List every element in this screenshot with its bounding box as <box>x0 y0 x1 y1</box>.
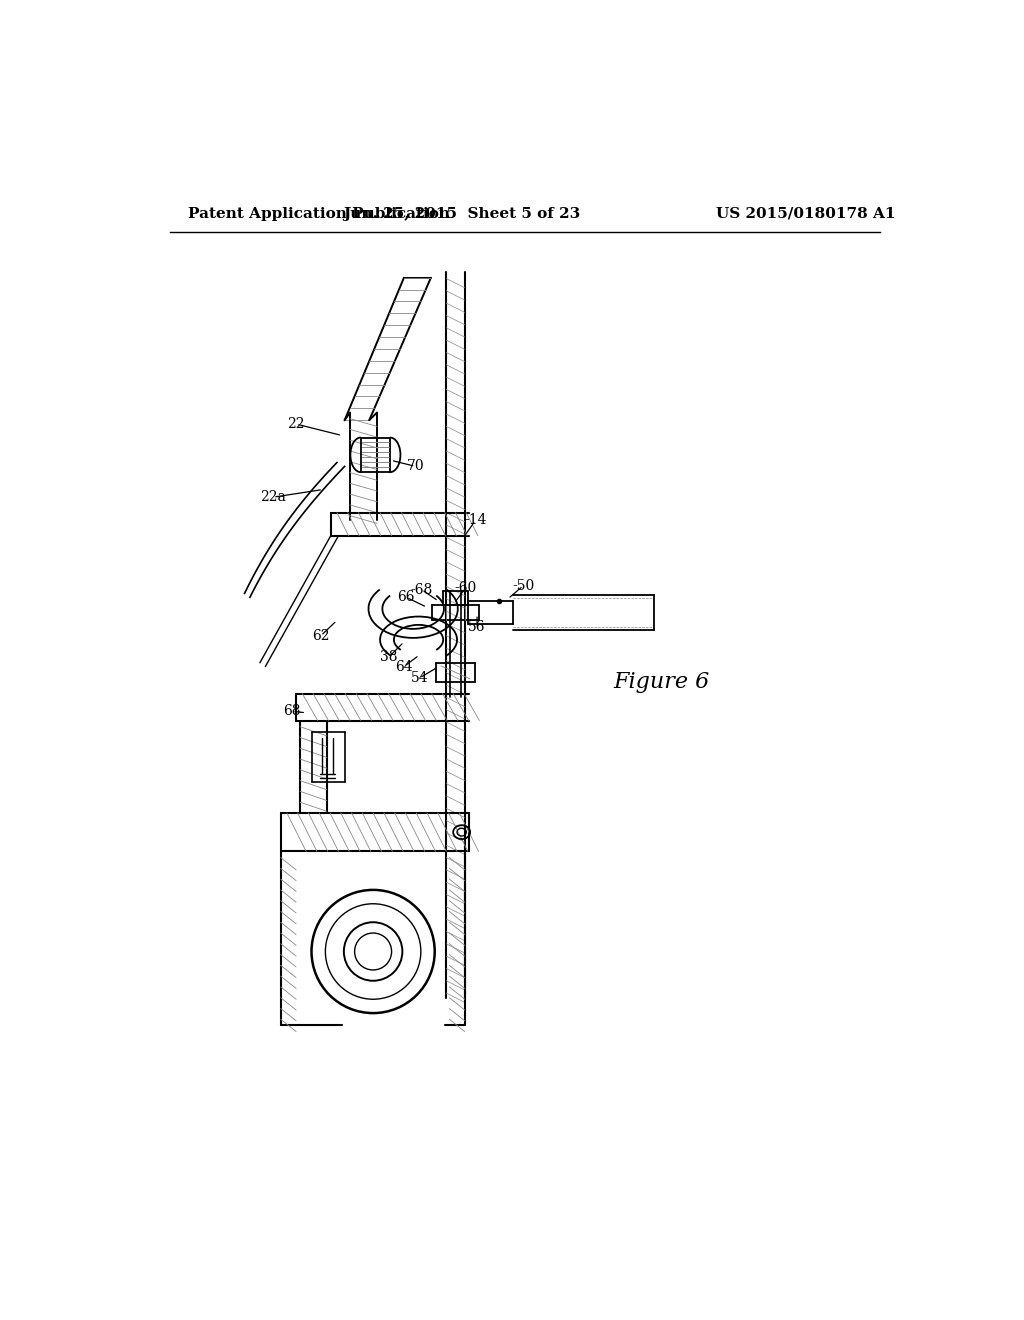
Text: 22a: 22a <box>260 490 286 504</box>
Text: Jun. 25, 2015  Sheet 5 of 23: Jun. 25, 2015 Sheet 5 of 23 <box>343 207 581 220</box>
Text: -50: -50 <box>512 578 535 593</box>
Text: 22: 22 <box>288 417 305 432</box>
Text: -60: -60 <box>455 581 476 595</box>
Text: 66: 66 <box>397 590 415 605</box>
Text: 68: 68 <box>284 705 301 718</box>
Text: 38: 38 <box>380 651 397 664</box>
Text: 56: 56 <box>468 619 485 634</box>
Text: -14: -14 <box>464 513 486 527</box>
Text: 70: 70 <box>407 459 424 474</box>
Text: 64: 64 <box>395 660 413 673</box>
Text: US 2015/0180178 A1: US 2015/0180178 A1 <box>716 207 895 220</box>
Text: 62: 62 <box>312 628 330 643</box>
Text: Patent Application Publication: Patent Application Publication <box>188 207 451 220</box>
Text: Figure 6: Figure 6 <box>613 671 710 693</box>
Text: 54: 54 <box>411 671 428 685</box>
Text: -68: -68 <box>411 582 433 597</box>
